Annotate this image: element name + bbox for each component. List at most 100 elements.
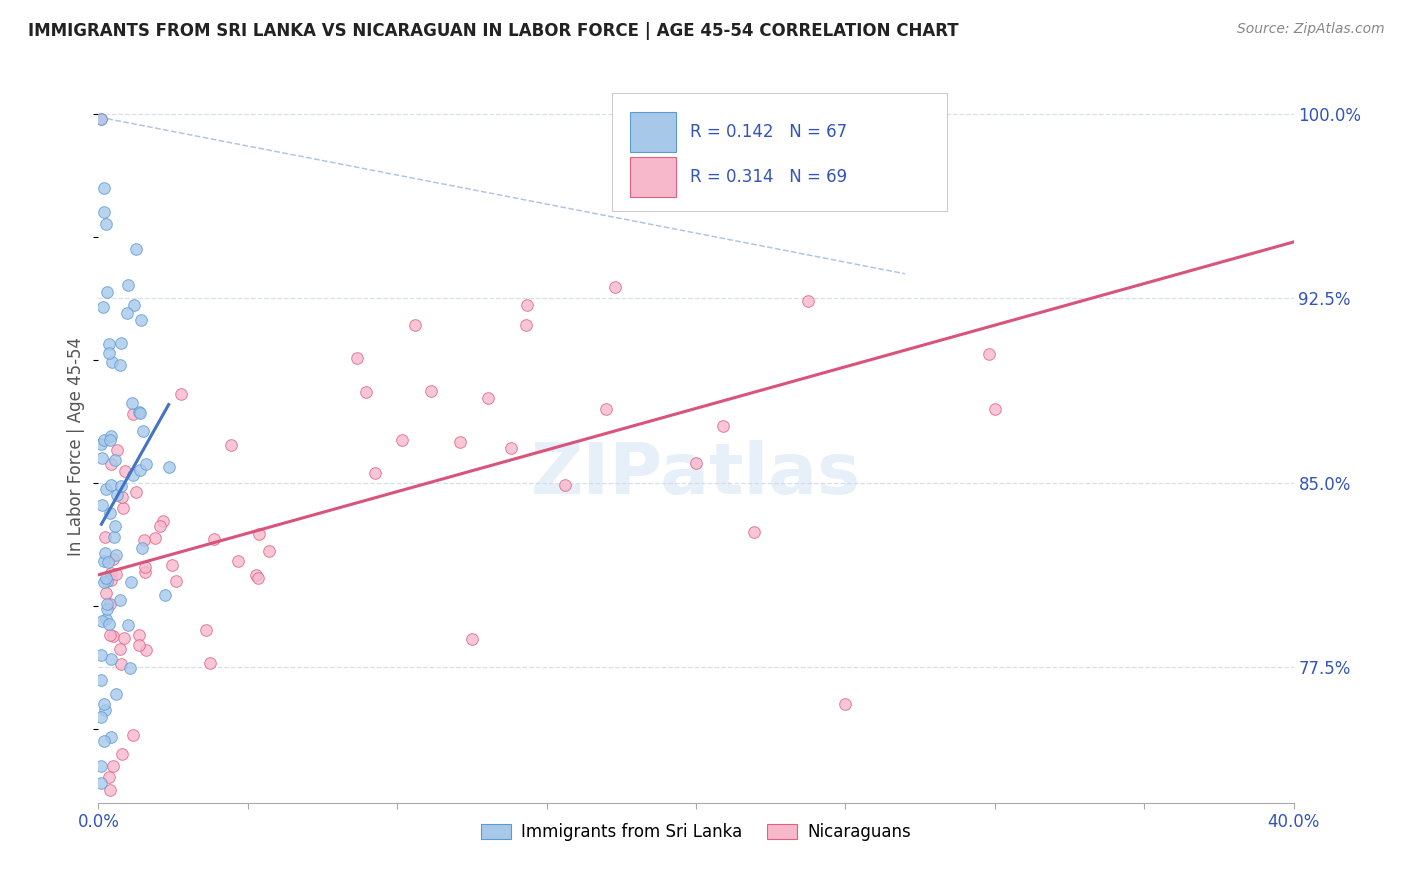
Point (128, 406, 150, 420)
Point (977, 346, 1000, 360)
Point (100, 652, 122, 666)
Point (219, 438, 242, 452)
Point (97, 336, 120, 351)
Point (125, 242, 148, 256)
Point (90, 436, 112, 450)
Point (98, 627, 121, 641)
Point (93, 575, 115, 590)
Point (117, 618, 139, 632)
Point (100, 730, 122, 744)
Point (93, 734, 115, 748)
Point (100, 355, 122, 369)
Point (91, 301, 114, 315)
Point (711, 419, 734, 434)
Point (742, 525, 765, 540)
Point (157, 460, 180, 475)
Point (134, 560, 156, 574)
Point (93, 698, 115, 712)
Point (93, 433, 115, 447)
Point (110, 335, 132, 350)
Point (114, 464, 136, 478)
Point (93, 180, 115, 194)
Point (131, 313, 153, 327)
Point (170, 387, 193, 401)
Point (90, 709, 112, 723)
Point (96, 571, 118, 585)
Point (226, 554, 249, 568)
FancyBboxPatch shape (630, 112, 676, 152)
FancyBboxPatch shape (630, 157, 676, 196)
Text: IMMIGRANTS FROM SRI LANKA VS NICARAGUAN IN LABOR FORCE | AGE 45-54 CORRELATION C: IMMIGRANTS FROM SRI LANKA VS NICARAGUAN … (28, 22, 959, 40)
Point (391, 434, 413, 448)
Point (152, 514, 174, 528)
Point (160, 558, 183, 572)
Point (112, 631, 135, 645)
Point (834, 698, 856, 712)
Point (131, 541, 153, 556)
Point (134, 565, 156, 579)
Point (96, 597, 118, 611)
Point (149, 518, 172, 533)
Point (165, 574, 187, 588)
Point (97, 555, 120, 569)
Point (98, 597, 121, 611)
Point (419, 384, 441, 399)
Point (94, 703, 117, 717)
Point (194, 623, 217, 637)
Point (108, 358, 131, 372)
Text: Source: ZipAtlas.com: Source: ZipAtlas.com (1237, 22, 1385, 37)
Point (96, 574, 118, 589)
FancyBboxPatch shape (613, 93, 948, 211)
Point (96, 585, 118, 599)
Point (110, 657, 132, 672)
Point (135, 457, 157, 471)
Point (132, 533, 155, 548)
Point (97, 345, 120, 359)
Point (93, 205, 115, 219)
Point (104, 688, 127, 702)
Point (101, 629, 124, 643)
Point (98, 506, 121, 520)
Point (97, 770, 120, 784)
Point (797, 293, 820, 308)
Point (122, 728, 145, 742)
Point (96, 285, 118, 299)
Point (105, 442, 128, 457)
Point (108, 593, 131, 607)
Point (110, 478, 132, 492)
Point (128, 405, 150, 419)
Point (105, 566, 128, 581)
Point (90, 499, 112, 513)
Point (98, 433, 121, 447)
Point (477, 391, 499, 405)
Y-axis label: In Labor Force | Age 45-54: In Labor Force | Age 45-54 (67, 336, 86, 556)
Point (103, 519, 125, 533)
Point (104, 453, 127, 467)
Point (595, 402, 617, 417)
Point (202, 533, 225, 547)
Point (354, 384, 377, 399)
Point (554, 478, 576, 492)
Point (153, 588, 176, 602)
Point (499, 441, 522, 455)
Point (128, 639, 150, 653)
Point (125, 485, 148, 500)
Point (249, 527, 271, 541)
Point (122, 298, 145, 312)
Point (120, 574, 142, 589)
Point (122, 467, 145, 482)
Point (122, 407, 145, 421)
Point (90, 648, 112, 662)
Point (90, 112, 112, 126)
Point (90, 673, 112, 687)
Text: ZIPatlas: ZIPatlas (531, 440, 860, 509)
Point (364, 467, 387, 481)
Point (515, 318, 537, 332)
Point (97, 617, 120, 632)
Point (115, 306, 138, 320)
Point (100, 566, 122, 580)
Point (404, 318, 426, 333)
Point (839, 181, 862, 195)
Point (105, 488, 128, 502)
Point (110, 642, 132, 657)
